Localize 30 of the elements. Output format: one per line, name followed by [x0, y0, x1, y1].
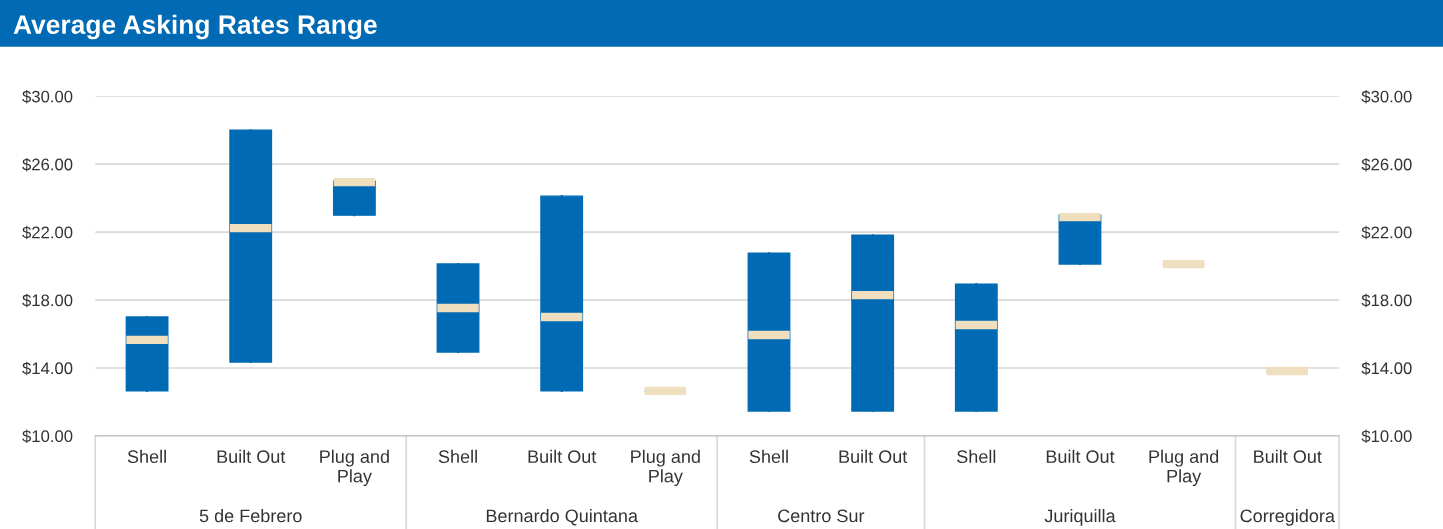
y-tick-label: $14.00 — [22, 361, 73, 376]
text: 5 de Febrero — [199, 508, 302, 523]
y-tick-label: $10.00 — [22, 429, 73, 444]
x-tick-label: Shell — [957, 449, 996, 464]
x-tick-label: Built Out — [1046, 449, 1115, 464]
x-tick-label: Plug and Play — [320, 449, 389, 487]
text: Bernardo Quintana — [486, 508, 638, 526]
text: Corregidora — [1240, 508, 1335, 526]
y-tick-label: $18.00 — [22, 293, 73, 308]
y2-tick-label: $22.00 — [1361, 225, 1412, 240]
y2-tick-label: $26.00 — [1361, 157, 1412, 172]
x-tick-label: Shell — [749, 449, 788, 464]
y2-tick-label: $18.00 — [1361, 293, 1412, 308]
x-tick-label: Built Out — [839, 449, 908, 464]
text: Juriquilla — [1044, 508, 1116, 526]
text: Centro Sur — [778, 509, 865, 523]
x-tick-label: Shell — [127, 449, 166, 464]
y2-tick-label: $14.00 — [1361, 361, 1412, 376]
x-tick-label: Shell — [438, 449, 477, 464]
chart-title: Average Asking Rates Range — [13, 14, 377, 40]
y2-tick-label: $30.00 — [1361, 89, 1412, 104]
y2-tick-label: $10.00 — [1361, 429, 1412, 444]
x-tick-label: Built Out — [217, 449, 286, 464]
x-tick-label: Built Out — [1254, 449, 1322, 464]
x-tick-label: Built Out — [528, 449, 597, 464]
y-tick-label: $22.00 — [22, 225, 73, 240]
x-tick-label: Plug and Play — [631, 449, 700, 487]
y-tick-label: $30.00 — [22, 89, 73, 104]
y-tick-label: $26.00 — [22, 157, 73, 172]
x-tick-label: Plug and Play — [1149, 449, 1219, 487]
